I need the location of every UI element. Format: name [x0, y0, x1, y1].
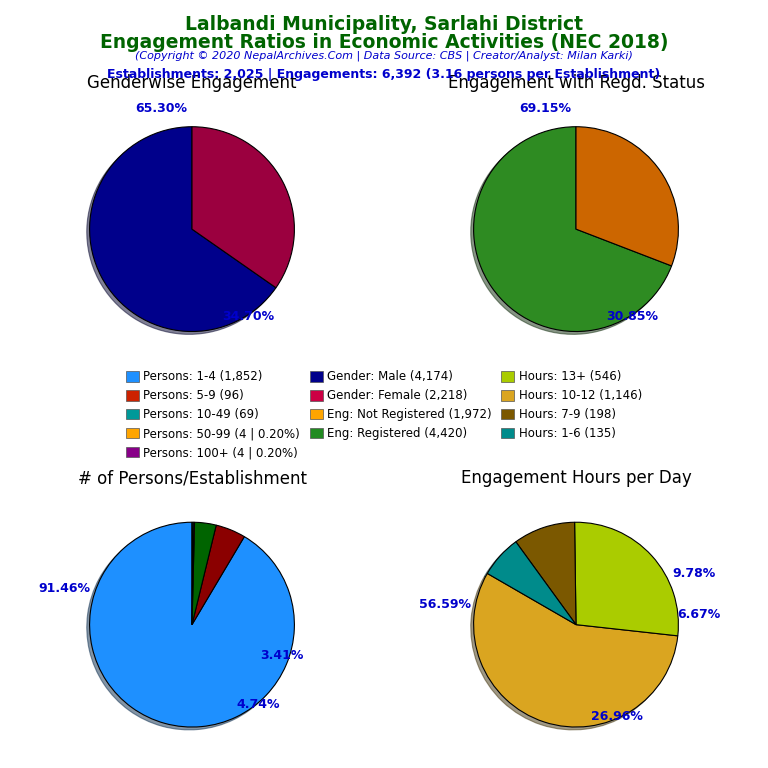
Text: Engagement Ratios in Economic Activities (NEC 2018): Engagement Ratios in Economic Activities… [100, 33, 668, 52]
Wedge shape [192, 522, 194, 624]
Text: 26.96%: 26.96% [591, 710, 643, 723]
Text: 91.46%: 91.46% [38, 582, 90, 595]
Text: 30.85%: 30.85% [606, 310, 658, 323]
Text: 9.78%: 9.78% [672, 567, 715, 580]
Wedge shape [516, 522, 576, 624]
Wedge shape [192, 525, 244, 624]
Title: Engagement Hours per Day: Engagement Hours per Day [461, 469, 691, 487]
Text: Establishments: 2,025 | Engagements: 6,392 (3.16 persons per Establishment): Establishments: 2,025 | Engagements: 6,3… [108, 68, 660, 81]
Wedge shape [576, 127, 678, 266]
Title: # of Persons/Establishment: # of Persons/Establishment [78, 469, 306, 487]
Wedge shape [192, 522, 217, 624]
Text: 6.67%: 6.67% [677, 608, 720, 621]
Legend: Persons: 1-4 (1,852), Persons: 5-9 (96), Persons: 10-49 (69), Persons: 50-99 (4 : Persons: 1-4 (1,852), Persons: 5-9 (96),… [126, 370, 642, 459]
Wedge shape [488, 541, 576, 624]
Text: 3.41%: 3.41% [260, 649, 304, 662]
Text: 56.59%: 56.59% [419, 598, 471, 611]
Title: Engagement with Regd. Status: Engagement with Regd. Status [448, 74, 704, 91]
Text: (Copyright © 2020 NepalArchives.Com | Data Source: CBS | Creator/Analyst: Milan : (Copyright © 2020 NepalArchives.Com | Da… [135, 51, 633, 61]
Wedge shape [474, 127, 671, 332]
Wedge shape [474, 574, 678, 727]
Wedge shape [90, 522, 294, 727]
Wedge shape [192, 127, 294, 288]
Wedge shape [574, 522, 678, 636]
Text: Lalbandi Municipality, Sarlahi District: Lalbandi Municipality, Sarlahi District [185, 15, 583, 35]
Title: Genderwise Engagement: Genderwise Engagement [88, 74, 296, 91]
Text: 65.30%: 65.30% [135, 102, 187, 114]
Text: 34.70%: 34.70% [222, 310, 274, 323]
Wedge shape [90, 127, 276, 332]
Wedge shape [192, 522, 194, 624]
Text: 4.74%: 4.74% [237, 698, 280, 711]
Text: 69.15%: 69.15% [519, 102, 571, 114]
